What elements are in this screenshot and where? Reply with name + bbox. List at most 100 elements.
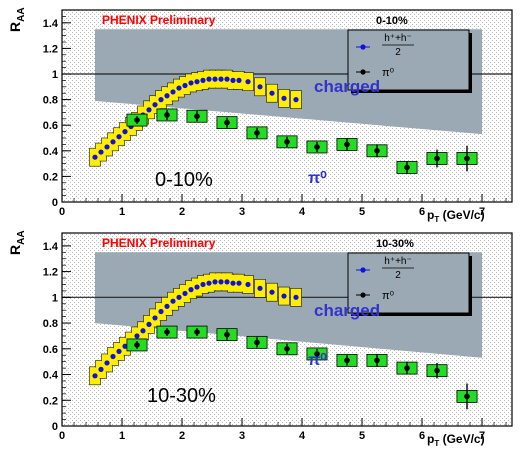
pi0-point <box>464 155 470 162</box>
legend-charged-numerator: h⁺+h⁻ <box>384 33 412 44</box>
charged-point <box>98 366 104 372</box>
pi0-point <box>464 393 470 400</box>
charged-point <box>245 281 251 288</box>
legend: h⁺+h⁻ 2π⁰ <box>347 29 472 93</box>
y-tick-label: 0.4 <box>43 146 59 158</box>
charged-point <box>104 360 110 366</box>
panel-centrality-label: 0-10% <box>155 169 213 191</box>
charged-point <box>293 294 299 300</box>
x-axis-label-sub: T <box>434 215 439 224</box>
x-tick-label: 3 <box>239 430 245 442</box>
charged-point <box>230 280 236 286</box>
charged-point <box>293 97 299 103</box>
y-axis-label-sub: AA <box>16 7 27 21</box>
y-tick-label: 0.2 <box>43 171 58 183</box>
x-tick-label: 4 <box>299 430 306 442</box>
charged-point <box>230 77 236 83</box>
x-tick-label: 0 <box>59 430 65 442</box>
charged-point <box>200 281 206 288</box>
x-axis-label-unit: (GeV/c) <box>439 432 484 446</box>
chart-panel-1: 0 1 2 3 4 5 6 7 0 0.2 0.4 0.6 0.8 1 1.2 1.4 RAA pT (GeV/c… <box>7 230 513 448</box>
pi0-point <box>194 113 200 120</box>
y-tick-label: 0.2 <box>43 395 58 407</box>
charged-point <box>281 95 287 101</box>
charged-point <box>152 102 158 108</box>
pi0-annotation: π⁰ <box>308 352 327 369</box>
charged-point <box>92 154 98 160</box>
charged-point <box>212 279 218 285</box>
charged-point <box>170 298 176 304</box>
pi0-point <box>224 119 230 126</box>
pi0-point <box>194 329 200 335</box>
y-tick-label: 0.8 <box>43 318 58 330</box>
y-tick-label: 1.2 <box>43 267 58 279</box>
pi0-point <box>434 155 440 162</box>
y-axis-label: RAA <box>7 7 27 32</box>
pi0-point <box>374 148 380 154</box>
charged-point <box>116 134 122 140</box>
charged-point <box>98 149 104 155</box>
charged-point <box>224 279 230 285</box>
charged-point <box>188 287 194 293</box>
charged-point <box>206 280 212 286</box>
charged-point <box>218 279 224 285</box>
x-axis-label: pT (GeV/c) <box>427 208 485 224</box>
panel-centrality-label: 10-30% <box>147 385 216 407</box>
y-axis-label-base: R <box>7 22 23 32</box>
y-tick-label: 0.6 <box>43 120 58 132</box>
y-tick-label: 0 <box>52 197 58 209</box>
charged-point <box>245 79 251 85</box>
charged-annotation: charged <box>314 301 380 320</box>
charged-point <box>146 107 152 113</box>
collaboration-label: PHENIX Preliminary <box>102 236 216 250</box>
charged-point <box>182 82 188 89</box>
y-tick-label: 0.6 <box>43 344 58 356</box>
pi0-point <box>374 357 380 364</box>
y-axis-label-sub: AA <box>16 230 27 244</box>
legend-box <box>347 29 470 91</box>
charged-point <box>188 80 194 86</box>
legend-pi0-label: π⁰ <box>382 290 395 302</box>
charged-annotation: charged <box>314 77 380 96</box>
x-axis-label-sub: T <box>434 439 439 448</box>
legend-charged-marker <box>360 267 366 273</box>
legend-charged-numerator: h⁺+h⁻ <box>384 256 412 267</box>
y-tick-label: 1.4 <box>43 18 59 30</box>
x-axis-label-unit: (GeV/c) <box>439 208 484 222</box>
pi0-point <box>434 367 440 374</box>
y-axis-label-base: R <box>7 245 23 255</box>
charged-point <box>110 139 116 145</box>
pi0-point <box>344 357 350 364</box>
pi0-point <box>134 342 140 348</box>
y-tick-label: 0 <box>52 421 58 433</box>
charged-point <box>176 294 182 300</box>
pi0-annotation: π⁰ <box>308 170 327 187</box>
charged-point <box>269 90 275 96</box>
charged-point <box>176 85 182 91</box>
x-tick-label: 7 <box>479 206 485 218</box>
x-tick-label: 4 <box>299 206 306 218</box>
charged-point <box>152 315 158 321</box>
pi0-point <box>134 117 140 123</box>
y-tick-label: 0.8 <box>43 95 58 107</box>
charged-point <box>257 285 263 291</box>
x-axis-label-base: p <box>427 432 434 446</box>
charged-point <box>224 76 230 82</box>
charged-point <box>194 79 200 85</box>
charged-point <box>110 353 116 360</box>
pi0-point <box>314 351 320 357</box>
x-axis-label-base: p <box>427 208 434 222</box>
charged-point <box>236 280 242 286</box>
pi0-point <box>164 112 170 118</box>
x-tick-label: 6 <box>419 430 425 442</box>
charged-point <box>116 348 122 354</box>
y-tick-label: 1.4 <box>43 241 59 253</box>
legend-charged-denominator: 2 <box>395 47 401 58</box>
charged-point <box>182 290 188 297</box>
charged-point <box>206 76 212 82</box>
y-tick-label: 1.2 <box>43 43 58 55</box>
y-tick-label: 1 <box>52 292 58 304</box>
legend-pi0-marker <box>360 292 366 298</box>
legend-charged-marker <box>360 44 366 50</box>
